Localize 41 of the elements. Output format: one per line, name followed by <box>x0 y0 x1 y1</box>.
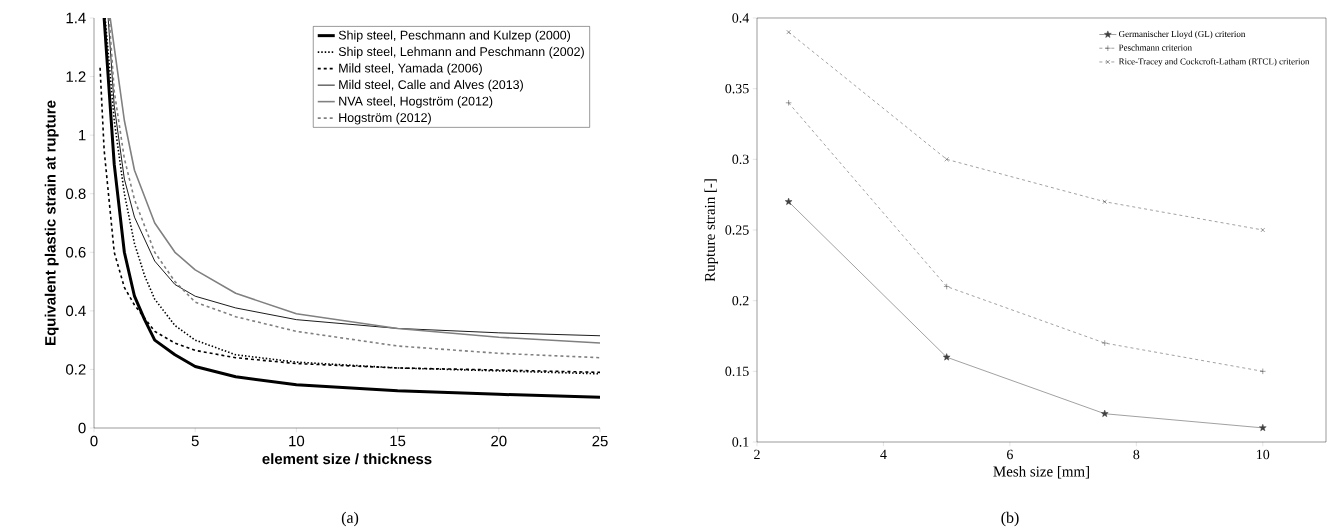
y-axis-title: Rupture strain [-] <box>704 179 718 282</box>
x-tick-label: 4 <box>880 449 887 459</box>
x-tick-label: 25 <box>592 435 608 447</box>
text: (b) <box>1001 511 1019 527</box>
legend-label: Hogström (2012) <box>339 112 431 125</box>
y-tick-label: 0.8 <box>66 188 86 199</box>
legend-label: Mild steel, Yamada (2006) <box>339 63 482 75</box>
y-tick-label: 0.15 <box>725 366 749 377</box>
x-tick-label: 15 <box>390 435 406 447</box>
text: (a) <box>341 511 359 527</box>
x-tick-label: 0 <box>90 435 98 447</box>
y-tick-label: 1.2 <box>66 71 86 82</box>
y-tick-label: 0.35 <box>725 83 749 94</box>
legend-label: Ship steel, Peschmann and Kulzep (2000) <box>338 30 571 42</box>
y-tick-label: 0.2 <box>732 295 749 306</box>
legend-label: Ship steel, Lehmann and Peschmann (2002) <box>338 46 584 59</box>
x-tick-label: 6 <box>1007 449 1013 460</box>
y-axis-title: Equivalent plastic strain at rupture <box>44 100 59 345</box>
y-tick-label: 0.4 <box>66 305 86 317</box>
x-tick-label: 20 <box>491 435 507 447</box>
x-axis-title: element size / thickness <box>262 453 432 465</box>
y-tick-label: 0.6 <box>66 246 86 258</box>
legend-label: Rice-Tracey and Cockcroft-Latham (RTCL) criterion <box>1118 58 1310 67</box>
legend-label: Peschmann criterion <box>1118 44 1192 51</box>
x-tick-label: 5 <box>191 435 199 447</box>
y-tick-label: 1.4 <box>66 12 86 24</box>
x-tick-label: 10 <box>289 435 305 447</box>
y-tick-label: 0 <box>78 422 86 434</box>
x-tick-label: 2 <box>754 449 760 460</box>
y-tick-label: 0.1 <box>732 437 749 447</box>
x-axis-title: Mesh size [mm] <box>993 466 1089 479</box>
legend-label: NVA steel, Hogström (2012) <box>339 96 493 108</box>
legend-label: Germanischer Lloyd (GL) criterion <box>1118 30 1246 39</box>
legend-label: Mild steel, Calle and Alves (2013) <box>339 79 523 92</box>
x-tick-label: 10 <box>1257 449 1270 460</box>
y-tick-label: 0.25 <box>725 225 749 235</box>
y-tick-label: 1 <box>79 130 86 141</box>
y-tick-label: 0.3 <box>732 154 749 165</box>
y-tick-label: 0.2 <box>66 364 86 375</box>
y-tick-label: 0.4 <box>732 13 750 23</box>
x-tick-label: 8 <box>1133 449 1140 460</box>
